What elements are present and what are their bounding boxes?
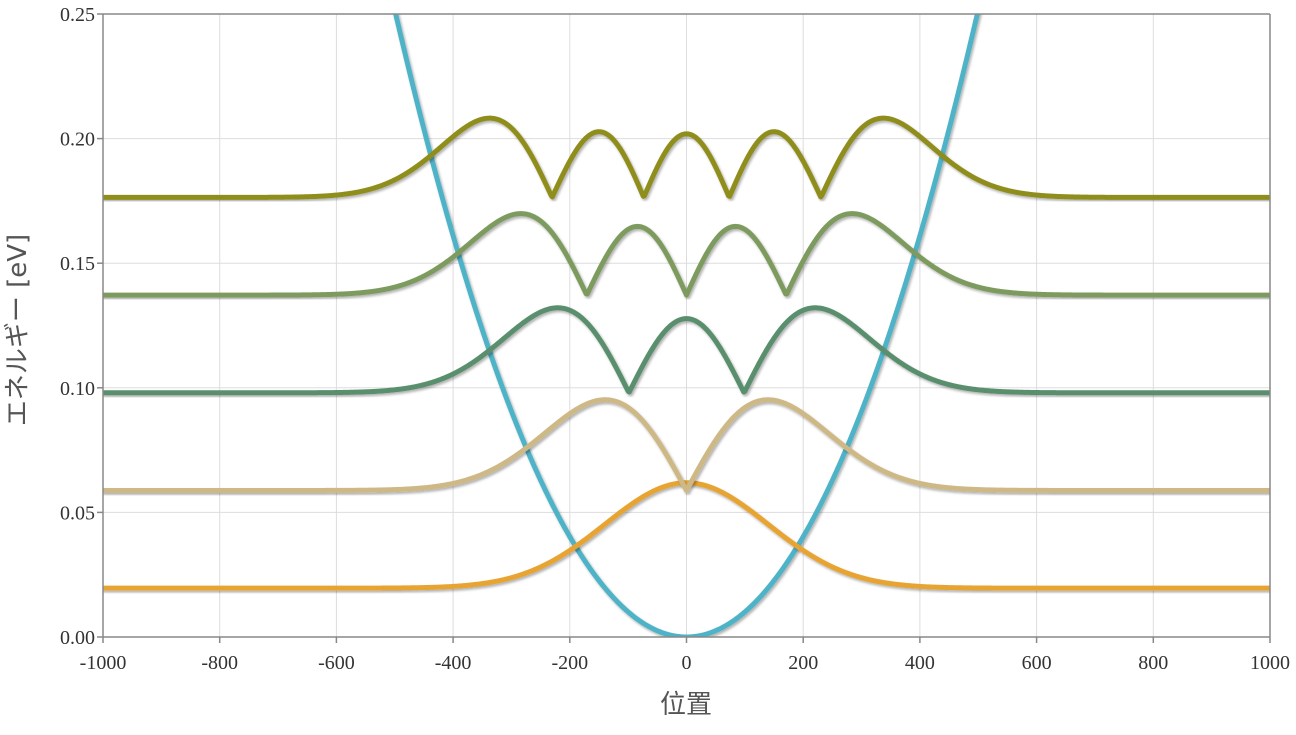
plot-area [103,14,1270,637]
x-tick-label: 0 [682,652,692,674]
y-tick-label: 0.00 [60,627,95,649]
grid [102,13,1271,638]
wavefunction-n4 [103,115,1270,200]
wavefunction-n2 [103,305,1270,396]
wavefunction-n3 [103,211,1270,298]
x-tick-label: -600 [318,652,355,674]
potential-curve [393,14,980,637]
y-tick-label: 0.05 [60,502,95,524]
x-tick-label: 800 [1138,652,1168,674]
y-tick-label: 0.20 [60,129,95,151]
y-tick-label: 0.15 [60,253,95,275]
x-tick-label: -200 [551,652,588,674]
y-tick-label: 0.10 [60,378,95,400]
wavefunction-n1 [103,397,1270,493]
x-tick-label: 600 [1022,652,1052,674]
x-axis-title: 位置 [660,690,712,720]
wavefunction-n0 [103,480,1270,591]
x-tick-label: -400 [435,652,472,674]
y-tick-label: 0.25 [60,4,95,26]
y-axis-title: エネルギー [eV] [3,234,33,426]
x-axis-ticks: -1000 -800 -600 -400 -200 0 200 400 600 800 1000 [80,652,1290,674]
x-tick-label: 200 [788,652,818,674]
axes [97,13,1271,643]
x-tick-label: 1000 [1250,652,1290,674]
x-tick-label: 400 [905,652,935,674]
x-tick-label: -1000 [80,652,127,674]
x-tick-label: -800 [201,652,238,674]
y-axis-ticks: 0.00 0.05 0.10 0.15 0.20 0.25 [60,4,95,649]
